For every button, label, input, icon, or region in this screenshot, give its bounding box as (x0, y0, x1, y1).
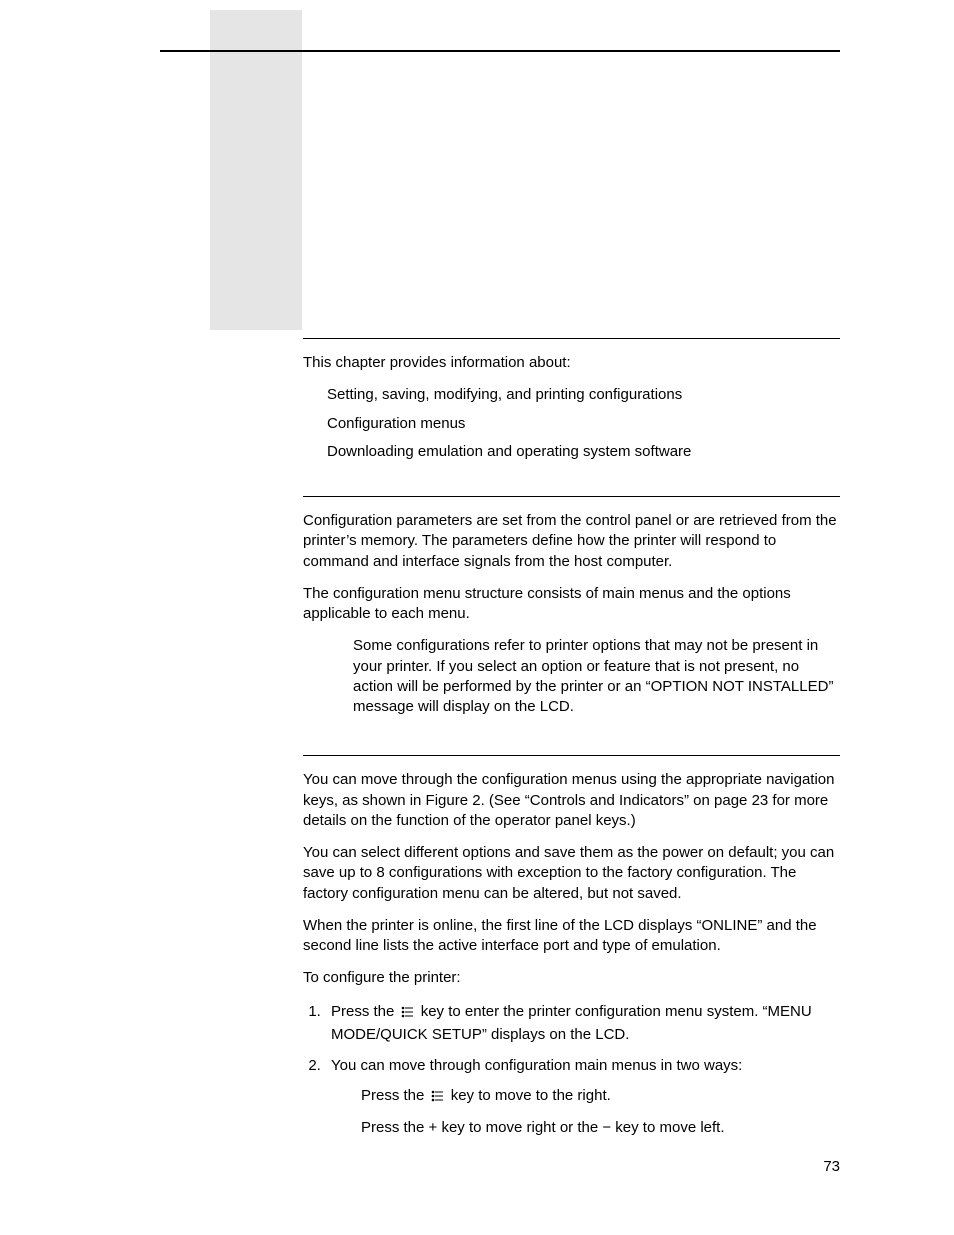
step-text: Press the (331, 1003, 399, 1020)
body-paragraph: The configuration menu structure consist… (303, 584, 840, 625)
top-rule (160, 50, 840, 52)
sub-bullet: Press the + key to move right or the − k… (361, 1118, 840, 1138)
bullet-item: Configuration menus (327, 414, 840, 434)
menu-key-icon (431, 1088, 445, 1108)
sub-bullet: Press the key to move to the right. (361, 1086, 840, 1108)
body-paragraph: You can select different options and sav… (303, 843, 840, 904)
note-text: Some configurations refer to printer opt… (353, 636, 840, 717)
body-paragraph: To configure the printer: (303, 968, 840, 988)
step-item: You can move through configuration main … (325, 1055, 840, 1139)
menu-key-icon (401, 1003, 415, 1024)
body-content: This chapter provides information about:… (303, 338, 840, 1148)
intro-bullets: Setting, saving, modifying, and printing… (327, 385, 840, 462)
section-rule (303, 755, 840, 756)
body-paragraph: When the printer is online, the first li… (303, 916, 840, 957)
section-rule (303, 338, 840, 339)
steps-list: Press the key to enter the printer confi… (325, 1001, 840, 1139)
sub-text: key to move to the right. (447, 1087, 611, 1104)
section-rule (303, 496, 840, 497)
note-block: Some configurations refer to printer opt… (353, 636, 840, 717)
step-item: Press the key to enter the printer confi… (325, 1001, 840, 1045)
step-text: You can move through configuration main … (331, 1057, 742, 1074)
page-number: 73 (823, 1158, 840, 1175)
bullet-item: Setting, saving, modifying, and printing… (327, 385, 840, 405)
body-paragraph: You can move through the configuration m… (303, 770, 840, 831)
body-paragraph: Configuration parameters are set from th… (303, 511, 840, 572)
intro-lead: This chapter provides information about: (303, 353, 840, 373)
bullet-item: Downloading emulation and operating syst… (327, 442, 840, 462)
chapter-tab (210, 10, 302, 330)
sub-bullets: Press the key to move to the right. Pres… (361, 1086, 840, 1139)
sub-text: Press the (361, 1087, 429, 1104)
